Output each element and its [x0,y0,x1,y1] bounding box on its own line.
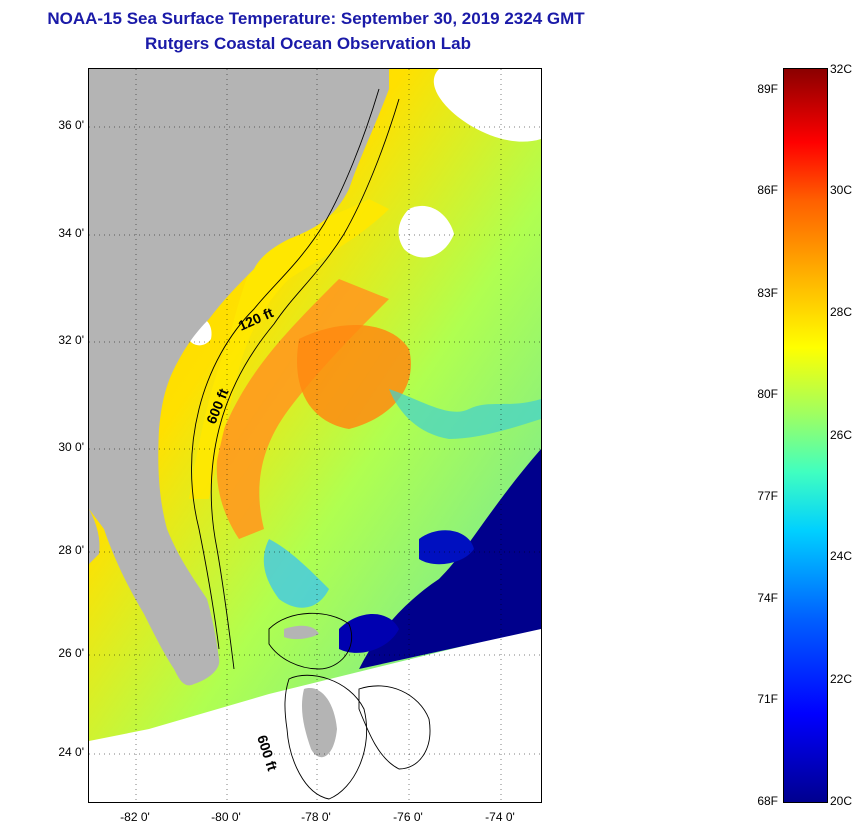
colorbar-f-label: 71F [757,692,778,706]
colorbar-f-label: 77F [757,489,778,503]
cold-cloud-patch-mid [419,530,474,565]
colorbar-f-label: 89F [757,82,778,96]
contour-120ft [191,88,380,650]
cold-cloud-patch-east [359,449,541,669]
colorbar-c-label: 24C [830,549,853,563]
lat-label: 24 0' [58,745,84,759]
lon-label: -78 0' [301,810,331,824]
lon-label: -76 0' [393,810,423,824]
sst-map: 120 ft 600 ft 600 ft [88,68,542,803]
colorbar-f-label: 74F [757,591,778,605]
colorbar-c-label: 32C [830,62,853,76]
temperature-colorbar [783,68,828,803]
lat-label: 32 0' [58,333,84,347]
contour-600ft [210,98,400,670]
land-bahamas-grand [284,625,319,640]
colorbar-c-label: 28C [830,305,853,319]
lat-label: 28 0' [58,543,84,557]
lon-label: -74 0' [485,810,515,824]
map-title: NOAA-15 Sea Surface Temperature: Septemb… [47,9,585,28]
gulf-stream-warm-band [216,279,389,539]
colorbar-f-label: 68F [757,794,778,808]
cool-streak-2 [263,539,329,608]
lon-label: -80 0' [211,810,241,824]
cold-cloud-patch-south [339,614,399,653]
cool-streak-1 [389,389,541,439]
lat-label: 30 0' [58,440,84,454]
warm-offshore-patch [297,325,411,429]
colorbar-f-label: 83F [757,286,778,300]
colorbar-c-label: 26C [830,428,853,442]
colorbar-f-label: 86F [757,183,778,197]
contour-label-600ft-south: 600 ft [254,733,281,773]
land-florida-gulf-coast [89,509,100,564]
lat-label: 36 0' [58,118,84,132]
lat-label: 34 0' [58,226,84,240]
land-us-southeast-coast [89,69,389,686]
lat-label: 26 0' [58,646,84,660]
colorbar-f-label: 80F [757,387,778,401]
contour-bahamas [268,612,431,800]
cloud-northeast [433,69,541,142]
colorbar-c-label: 30C [830,183,853,197]
colorbar-c-label: 20C [830,794,853,808]
shelf-warm-water [189,199,389,499]
cloud-mid-north [398,205,454,258]
colorbar-c-label: 22C [830,672,853,686]
land-bahamas-andros [301,688,337,758]
map-subtitle: Rutgers Coastal Ocean Observation Lab [145,34,471,53]
lon-label: -82 0' [120,810,150,824]
